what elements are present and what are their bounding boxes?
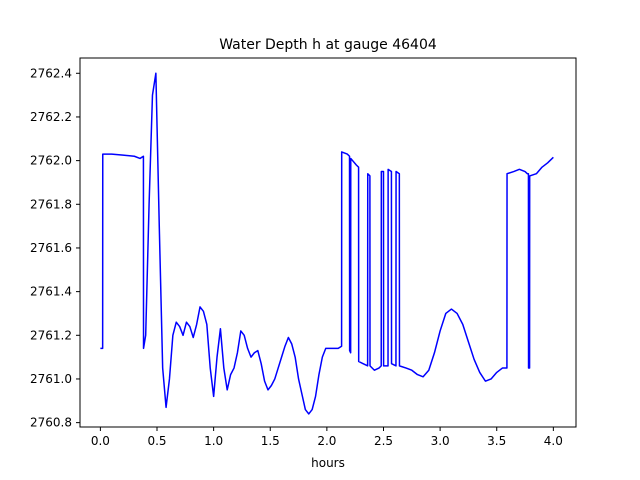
x-tick-label: 1.5 xyxy=(261,434,280,448)
y-tick-label: 2761.6 xyxy=(30,241,72,255)
y-tick-label: 2760.8 xyxy=(30,416,72,430)
x-tick-label: 3.5 xyxy=(487,434,506,448)
y-tick-label: 2762.0 xyxy=(30,154,72,168)
y-tick-label: 2762.4 xyxy=(30,66,72,80)
y-tick-label: 2761.8 xyxy=(30,197,72,211)
plot-area xyxy=(79,57,577,428)
x-axis-label: hours xyxy=(311,456,345,470)
x-axis: 0.0 0.5 1.0 1.5 2.0 2.5 3.0 3.5 4.0 xyxy=(91,427,563,448)
series-line xyxy=(100,72,554,415)
x-tick-label: 2.5 xyxy=(374,434,393,448)
x-tick-label: 0.0 xyxy=(91,434,110,448)
x-tick-label: 4.0 xyxy=(544,434,563,448)
x-tick-label: 0.5 xyxy=(147,434,166,448)
chart-title: Water Depth h at gauge 46404 xyxy=(219,37,437,53)
y-axis: 2760.8 2761.0 2761.2 2761.4 2761.6 2761.8 2762… xyxy=(30,66,80,430)
x-tick-label: 3.0 xyxy=(431,434,450,448)
x-tick-label: 2.0 xyxy=(317,434,336,448)
y-tick-label: 2762.2 xyxy=(30,110,72,124)
plot-frame xyxy=(79,57,577,428)
y-tick-label: 2761.4 xyxy=(30,285,72,299)
x-tick-label: 1.0 xyxy=(204,434,223,448)
y-tick-label: 2761.2 xyxy=(30,328,72,342)
y-tick-label: 2761.0 xyxy=(30,372,72,386)
